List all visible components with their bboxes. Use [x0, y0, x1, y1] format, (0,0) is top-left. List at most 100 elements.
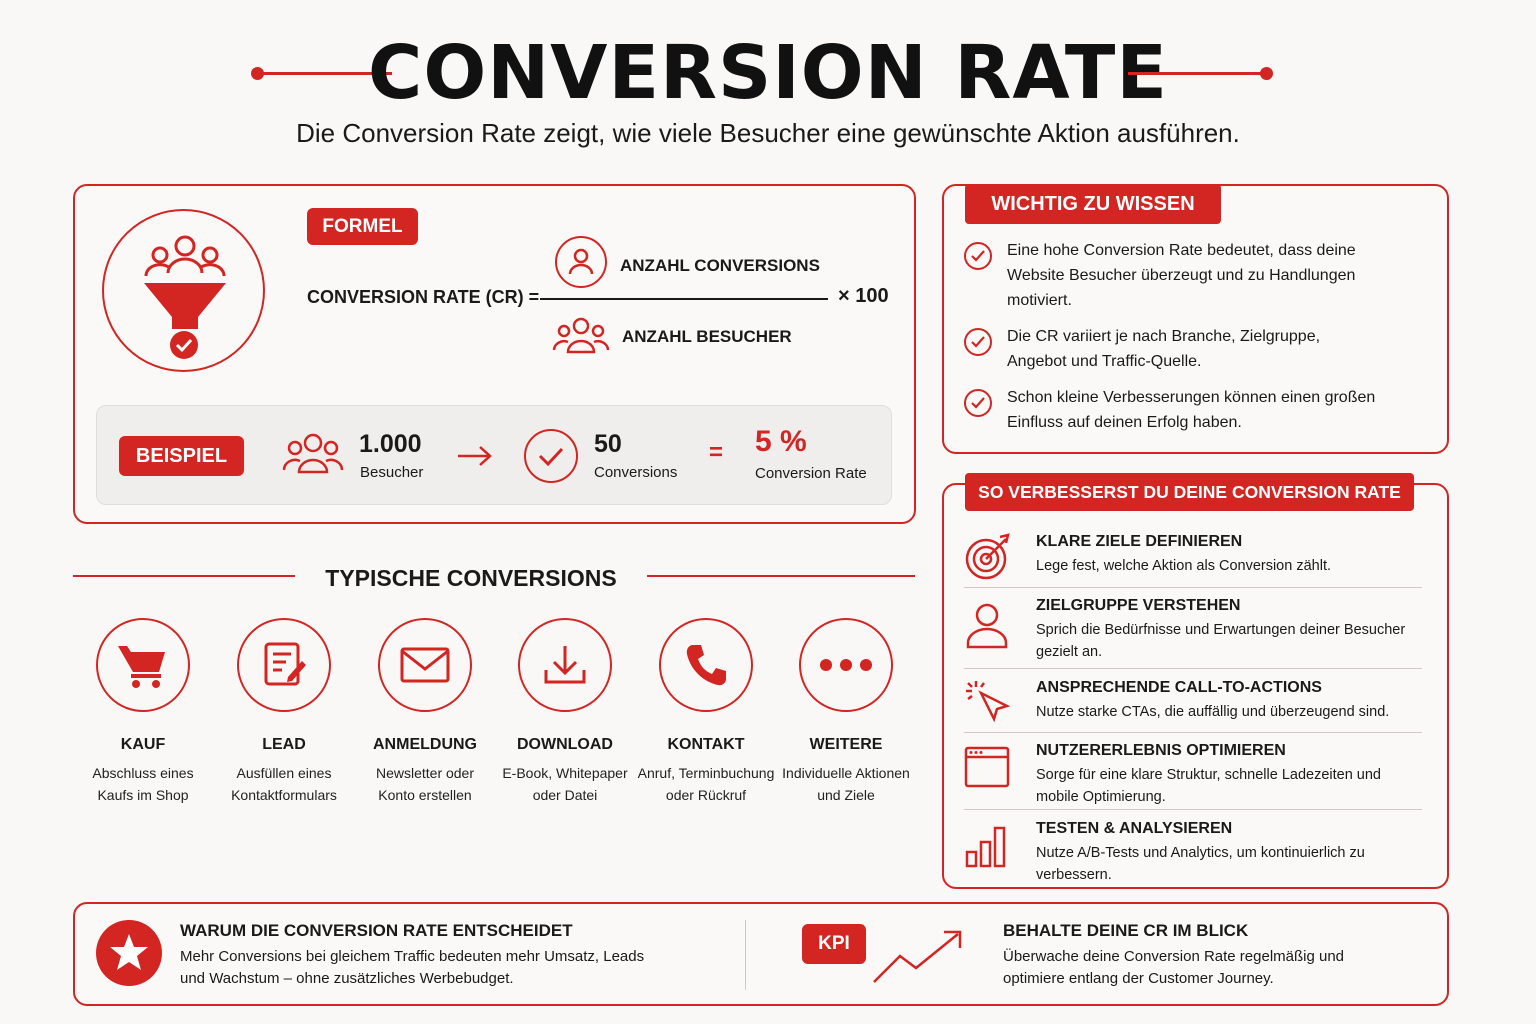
conversion-desc-line1: E-Book, Whitepaper	[502, 765, 628, 781]
title-dot-right	[1260, 67, 1273, 80]
improve-item-title: KLARE ZIELE DEFINIEREN	[1036, 533, 1243, 550]
improve-item-desc: Sprich die Bedürfnisse und Erwartungen d…	[1036, 622, 1406, 660]
conversion-desc-line1: Anruf, Terminbuchung	[637, 765, 775, 781]
conversion-user-icon	[555, 236, 607, 288]
conversion-title: WEITERE	[809, 736, 883, 753]
divider	[964, 809, 1422, 810]
improve-item-title: TESTEN & ANALYSIEREN	[1036, 820, 1233, 837]
important-text-line: motiviert.	[1007, 292, 1072, 309]
visitors-group-icon	[552, 316, 610, 361]
conversion-desc-line2: oder Rückruf	[665, 787, 747, 803]
watch-title: BEHALTE DEINE CR IM BLICK	[1003, 921, 1249, 940]
important-text-line: Eine hohe Conversion Rate bedeutet, dass…	[1007, 242, 1356, 259]
divider	[964, 732, 1422, 733]
more-icon	[799, 618, 893, 712]
cart-icon	[96, 618, 190, 712]
example-badge: BEISPIEL	[119, 436, 244, 476]
arrow-right-icon	[456, 443, 494, 474]
improve-panel	[942, 483, 1449, 889]
page-subtitle: Die Conversion Rate zeigt, wie viele Bes…	[296, 118, 1240, 148]
trend-up-icon	[872, 928, 966, 991]
important-badge: WICHTIG ZU WISSEN	[965, 184, 1221, 224]
equals-sign: =	[709, 439, 724, 466]
conversion-desc-line1: Ausfüllen eines	[236, 765, 332, 781]
conversion-title: DOWNLOAD	[517, 736, 613, 753]
conversion-item-lead: LEAD Ausfüllen eines Kontaktformulars	[214, 618, 354, 806]
conversion-desc-line2: Kaufs im Shop	[97, 787, 189, 803]
example-result-label: Conversion Rate	[755, 465, 867, 482]
bottom-panel	[73, 902, 1449, 1006]
conversion-desc-line1: Newsletter oder	[375, 765, 475, 781]
improve-item-desc: Nutze A/B-Tests und Analytics, um kontin…	[1036, 845, 1365, 883]
improve-item-desc: Nutze starke CTAs, die auffällig und übe…	[1036, 704, 1390, 720]
formula-label: CONVERSION RATE (CR) =	[307, 287, 540, 307]
visitors-icon	[282, 432, 344, 481]
example-visitors-label: Besucher	[360, 464, 424, 481]
formula-denominator: ANZAHL BESUCHER	[622, 327, 792, 346]
divider	[964, 668, 1422, 669]
why-desc-line1: Mehr Conversions bei gleichem Traffic be…	[180, 948, 645, 965]
star-icon	[96, 920, 162, 986]
important-text-line: Schon kleine Verbesserungen können einen…	[1007, 389, 1376, 406]
check-icon	[964, 389, 992, 417]
conversion-title: ANMELDUNG	[373, 736, 477, 753]
browser-window-icon	[964, 746, 1010, 793]
conversion-desc-line2: Konto erstellen	[378, 787, 472, 803]
improve-item-title: ANSPRECHENDE CALL-TO-ACTIONS	[1036, 679, 1322, 696]
important-text-line: Einfluss auf deinen Erfolg haben.	[1007, 414, 1242, 431]
funnel-icon	[102, 209, 265, 372]
conversion-item-kontakt: KONTAKT Anruf, Terminbuchung oder Rückruf	[636, 618, 776, 806]
improve-item-desc: Lege fest, welche Aktion als Conversion …	[1036, 558, 1331, 574]
check-icon	[964, 328, 992, 356]
example-result-value: 5 %	[755, 425, 807, 458]
improve-item-title: NUTZERERLEBNIS OPTIMIEREN	[1036, 742, 1286, 759]
why-title: WARUM DIE CONVERSION RATE ENTSCHEIDET	[180, 921, 573, 940]
improve-item-title: ZIELGRUPPE VERSTEHEN	[1036, 597, 1241, 614]
conversion-desc-line1: Individuelle Aktionen	[782, 765, 910, 781]
conversion-title: LEAD	[262, 736, 306, 753]
important-text-line: Website Besucher überzeugt und zu Handlu…	[1007, 267, 1356, 284]
target-icon	[964, 533, 1014, 586]
divider	[964, 587, 1422, 588]
improve-item-desc: Sorge für eine klare Struktur, schnelle …	[1036, 767, 1381, 805]
check-circle-icon	[524, 429, 578, 483]
download-icon	[518, 618, 612, 712]
conversion-desc-line1: Abschluss eines	[92, 765, 194, 781]
fraction-line	[540, 298, 828, 300]
conversion-item-download: DOWNLOAD E-Book, Whitepaper oder Datei	[495, 618, 635, 806]
user-icon	[964, 601, 1010, 654]
check-icon	[964, 242, 992, 270]
conversion-item-anmeldung: ANMELDUNG Newsletter oder Konto erstellen	[355, 618, 495, 806]
formula-badge: FORMEL	[307, 208, 418, 245]
typical-conversions-title: TYPISCHE CONVERSIONS	[325, 565, 617, 591]
example-conversions-value: 50	[594, 430, 622, 458]
important-text-line: Angebot und Traffic-Quelle.	[1007, 353, 1202, 370]
page-title: CONVERSION RATE	[368, 30, 1168, 116]
important-text-line: Die CR variiert je nach Branche, Zielgru…	[1007, 328, 1321, 345]
section-line-left	[73, 575, 295, 577]
bar-chart-icon	[964, 822, 1010, 873]
why-desc-line2: und Wachstum – ohne zusätzliches Werbebu…	[180, 970, 514, 987]
conversion-desc-line2: oder Datei	[532, 787, 598, 803]
example-visitors-value: 1.000	[359, 430, 422, 458]
conversion-item-kauf: KAUF Abschluss eines Kaufs im Shop	[73, 618, 213, 806]
improve-badge: SO VERBESSERST DU DEINE CONVERSION RATE	[965, 473, 1414, 511]
bottom-divider	[745, 920, 746, 990]
watch-desc-line2: optimiere entlang der Customer Journey.	[1003, 970, 1274, 987]
mail-icon	[378, 618, 472, 712]
title-line-right	[1128, 72, 1266, 75]
formula-multiplier: × 100	[838, 285, 889, 307]
formula-numerator: ANZAHL CONVERSIONS	[620, 256, 820, 275]
title-line-left	[256, 72, 392, 75]
conversion-desc-line2: und Ziele	[817, 787, 875, 803]
kpi-badge: KPI	[802, 924, 866, 964]
phone-icon	[659, 618, 753, 712]
conversion-desc-line2: Kontaktformulars	[231, 787, 337, 803]
conversion-title: KONTAKT	[667, 736, 745, 753]
conversion-title: KAUF	[120, 736, 166, 753]
watch-desc-line1: Überwache deine Conversion Rate regelmäß…	[1003, 948, 1345, 965]
form-icon	[237, 618, 331, 712]
section-line-right	[647, 575, 915, 577]
conversion-item-weitere: WEITERE Individuelle Aktionen und Ziele	[776, 618, 916, 806]
example-conversions-label: Conversions	[594, 464, 678, 481]
